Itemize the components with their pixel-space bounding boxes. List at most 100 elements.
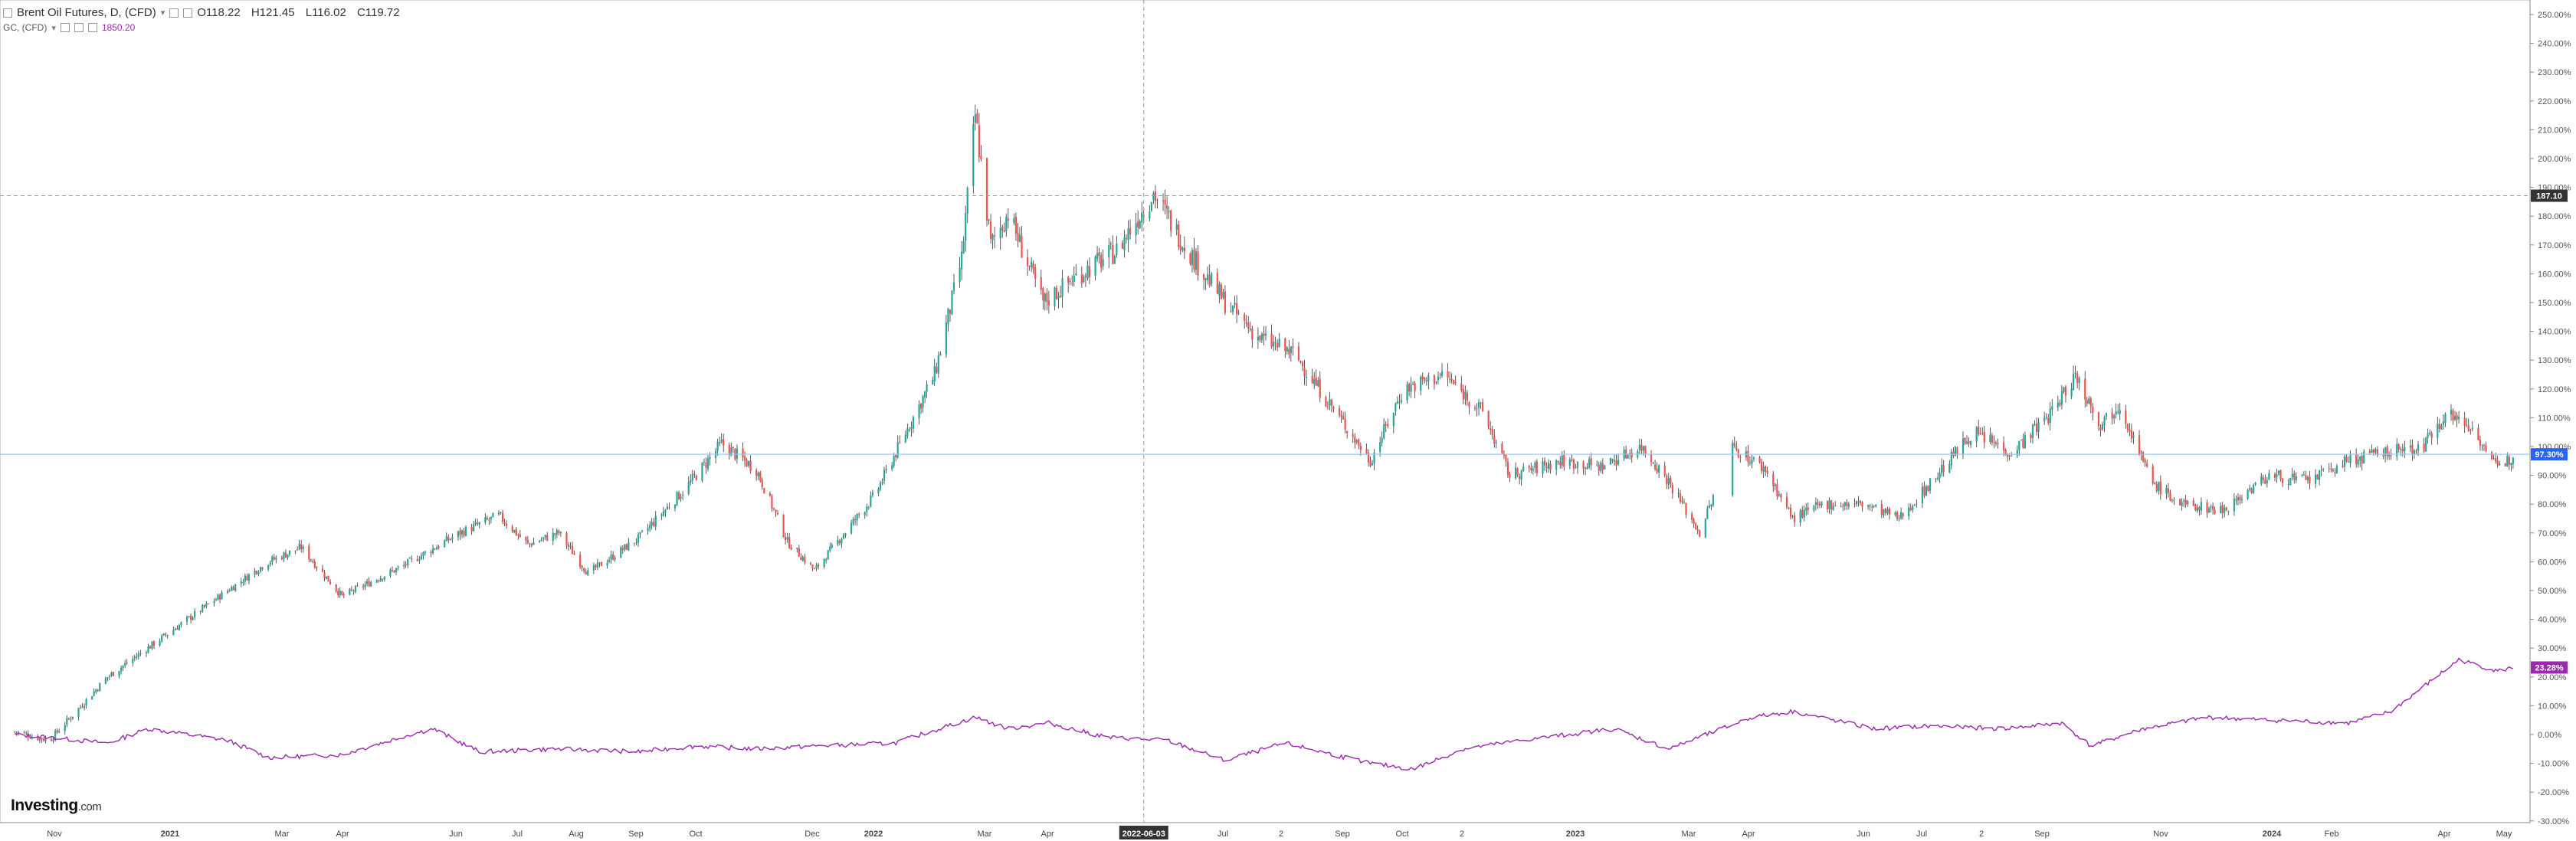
candle-body: [1059, 296, 1062, 298]
candle-body: [1575, 467, 1577, 469]
candle-body: [1735, 446, 1738, 450]
candle-body: [445, 536, 447, 542]
candle-body: [2345, 456, 2348, 462]
candle-body: [2194, 504, 2197, 511]
candle-body: [1821, 502, 1823, 506]
candle-body: [1528, 465, 1530, 468]
candle-body: [199, 610, 202, 612]
candle-body: [1638, 444, 1640, 450]
candle-body: [1135, 223, 1137, 236]
candle-body: [1244, 314, 1246, 321]
candle-body: [67, 718, 70, 720]
candle-body: [583, 568, 585, 571]
candle-body: [1344, 419, 1346, 430]
candle-body: [203, 604, 205, 607]
x-tick-label: 2: [1279, 830, 1283, 839]
candle-body: [2347, 461, 2350, 463]
settings-icon[interactable]: [74, 23, 84, 32]
candle-body: [1245, 322, 1247, 325]
candle-body: [1859, 500, 1862, 504]
candle-body: [695, 476, 697, 480]
candle-body: [2466, 424, 2468, 426]
candle-body: [431, 548, 434, 554]
candle-body: [1094, 257, 1096, 276]
candle-body: [2165, 487, 2168, 495]
candle-body: [515, 528, 517, 535]
candle-body: [761, 479, 763, 488]
candle-body: [1332, 407, 1335, 410]
candle-body: [139, 653, 142, 654]
candle-body: [1355, 440, 1358, 443]
candle-body: [2247, 489, 2249, 499]
candle-body: [1807, 507, 1809, 510]
candle-body: [856, 514, 858, 521]
candle-body: [1152, 192, 1155, 201]
candle-body: [1547, 463, 1550, 469]
candle-body: [1021, 236, 1023, 258]
candle-body: [234, 584, 237, 591]
collapse-toggle-icon[interactable]: [3, 8, 12, 18]
candle-body: [896, 442, 899, 458]
candle-body: [811, 564, 814, 569]
chevron-down-icon[interactable]: ▾: [51, 23, 56, 33]
close-value: C119.72: [357, 6, 400, 19]
candle-body: [864, 512, 866, 515]
candle-body: [1778, 494, 1780, 496]
candle-body: [1501, 443, 1503, 453]
candle-body: [255, 571, 258, 574]
candle-body: [991, 234, 994, 241]
y-tick-label: 20.00%: [2538, 673, 2567, 682]
candle-body: [2496, 460, 2499, 466]
symbol-title[interactable]: Brent Oil Futures, D, (CFD): [17, 6, 156, 19]
candle-body: [1853, 503, 1856, 505]
eye-icon[interactable]: [169, 8, 179, 18]
candle-body: [1440, 371, 1444, 376]
candle-body: [513, 529, 516, 533]
candle-body: [1615, 460, 1617, 466]
candle-body: [852, 519, 854, 524]
candle-body: [1154, 191, 1157, 201]
candle-body: [56, 730, 58, 733]
candle-body: [438, 546, 440, 548]
candle-body: [1218, 283, 1221, 296]
candle-body: [215, 599, 218, 601]
candle-body: [418, 559, 421, 561]
candle-body: [470, 527, 473, 532]
eye-icon[interactable]: [60, 23, 70, 32]
y-axis: 250.00% 240.00% 230.00% 220.00% 210.00% 200.0…: [2529, 0, 2571, 826]
candle-body: [2084, 378, 2086, 400]
close-icon[interactable]: [87, 23, 97, 32]
candle-body: [1534, 463, 1536, 468]
chevron-down-icon[interactable]: ▾: [160, 8, 166, 18]
candle-body: [1257, 336, 1259, 341]
candle-body: [2374, 449, 2377, 453]
candle-body: [815, 565, 818, 569]
settings-icon[interactable]: [183, 8, 193, 18]
candle-body: [1369, 461, 1372, 466]
candle-body: [1149, 211, 1151, 219]
candle-body: [1290, 346, 1292, 353]
y-tick-label: 180.00%: [2538, 212, 2571, 221]
compare-symbol[interactable]: GC, (CFD): [3, 22, 48, 33]
candle-body: [2239, 496, 2241, 501]
candle-body: [1712, 495, 1715, 506]
x-tick-label: Sep: [1335, 830, 1350, 839]
candle-body: [2512, 457, 2514, 464]
candle-body: [598, 562, 601, 564]
candle-body: [506, 523, 508, 526]
candle-body: [625, 544, 628, 550]
candle-body: [430, 551, 432, 554]
candle-body: [2266, 480, 2268, 483]
y-tick-label: 90.00%: [2538, 472, 2567, 481]
candle-body: [325, 576, 328, 579]
candle-body: [178, 625, 181, 630]
candle-body: [227, 591, 229, 593]
candle-body: [1780, 494, 1782, 498]
candle-body: [2179, 499, 2181, 506]
candle-body: [1150, 202, 1152, 211]
ohlc-values: O118.22 H121.45 L116.02 C119.72: [197, 6, 407, 19]
candle-body: [180, 622, 182, 626]
candle-body: [633, 542, 636, 544]
candle-body: [1260, 333, 1263, 341]
